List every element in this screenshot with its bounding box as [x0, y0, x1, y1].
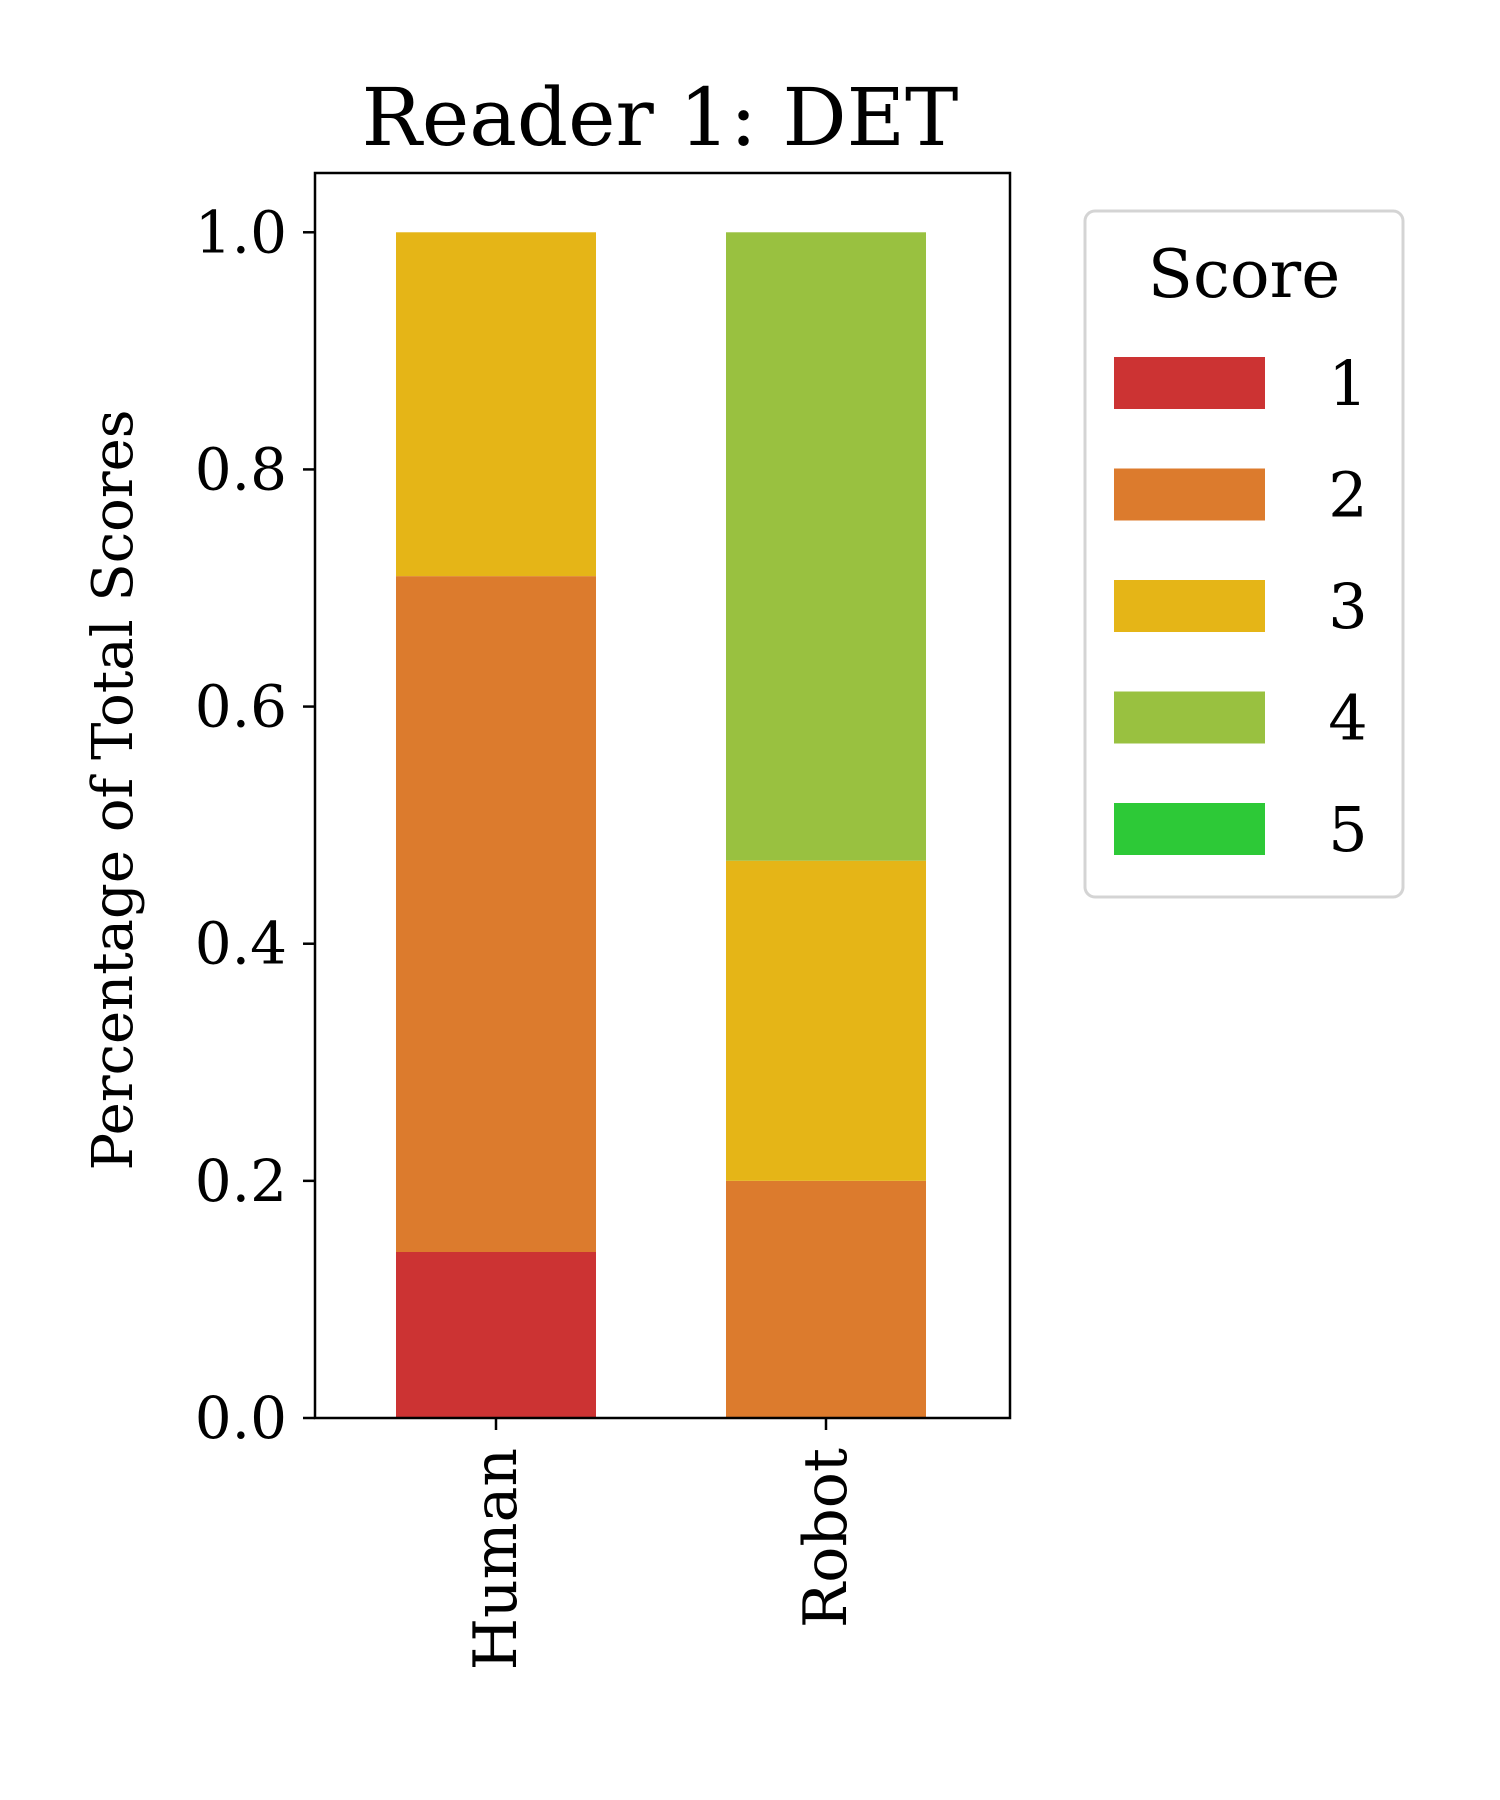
legend-label-3: 3 [1328, 570, 1367, 643]
legend-swatch-5 [1114, 803, 1265, 855]
bar-robot-score-4 [726, 232, 926, 861]
legend-label-1: 1 [1328, 347, 1367, 420]
legend-swatch-2 [1114, 468, 1265, 521]
legend-swatch-1 [1114, 357, 1265, 409]
bar-robot-score-3 [726, 860, 926, 1181]
y-tick-label: 1.0 [195, 198, 287, 266]
bar-robot-score-2 [726, 1180, 926, 1418]
y-tick-label: 0.6 [195, 673, 287, 741]
bar-human-score-1 [396, 1252, 596, 1418]
legend-title: Score [1148, 236, 1341, 313]
x-tick-label-robot: Robot [791, 1448, 861, 1628]
legend-label-4: 4 [1328, 682, 1367, 755]
x-tick-label-human: Human [461, 1448, 531, 1670]
chart-title: Reader 1: DET [362, 71, 959, 164]
bar-human-score-2 [396, 576, 596, 1252]
bar-human-score-3 [396, 232, 596, 577]
legend-swatch-3 [1114, 580, 1265, 632]
x-axis-ticks: Human Robot [461, 1418, 861, 1670]
plot-frame [313, 171, 1012, 1420]
legend-items: 1 2 3 4 5 [1114, 347, 1368, 866]
y-tick-label: 0.4 [195, 910, 287, 978]
legend: Score 1 2 3 4 5 [1083, 209, 1405, 899]
legend-swatch-4 [1114, 691, 1265, 744]
y-tick-label: 0.8 [195, 435, 287, 503]
legend-label-2: 2 [1328, 459, 1367, 532]
y-axis-label: Percentage of Total Scores [81, 410, 146, 1171]
legend-label-5: 5 [1328, 793, 1367, 866]
y-tick-label: 0.2 [195, 1147, 287, 1215]
y-tick-label: 0.0 [195, 1384, 287, 1452]
y-axis-ticks: 0.0 0.2 0.4 0.6 0.8 1.0 [195, 198, 315, 1452]
bars-group [396, 232, 926, 1418]
